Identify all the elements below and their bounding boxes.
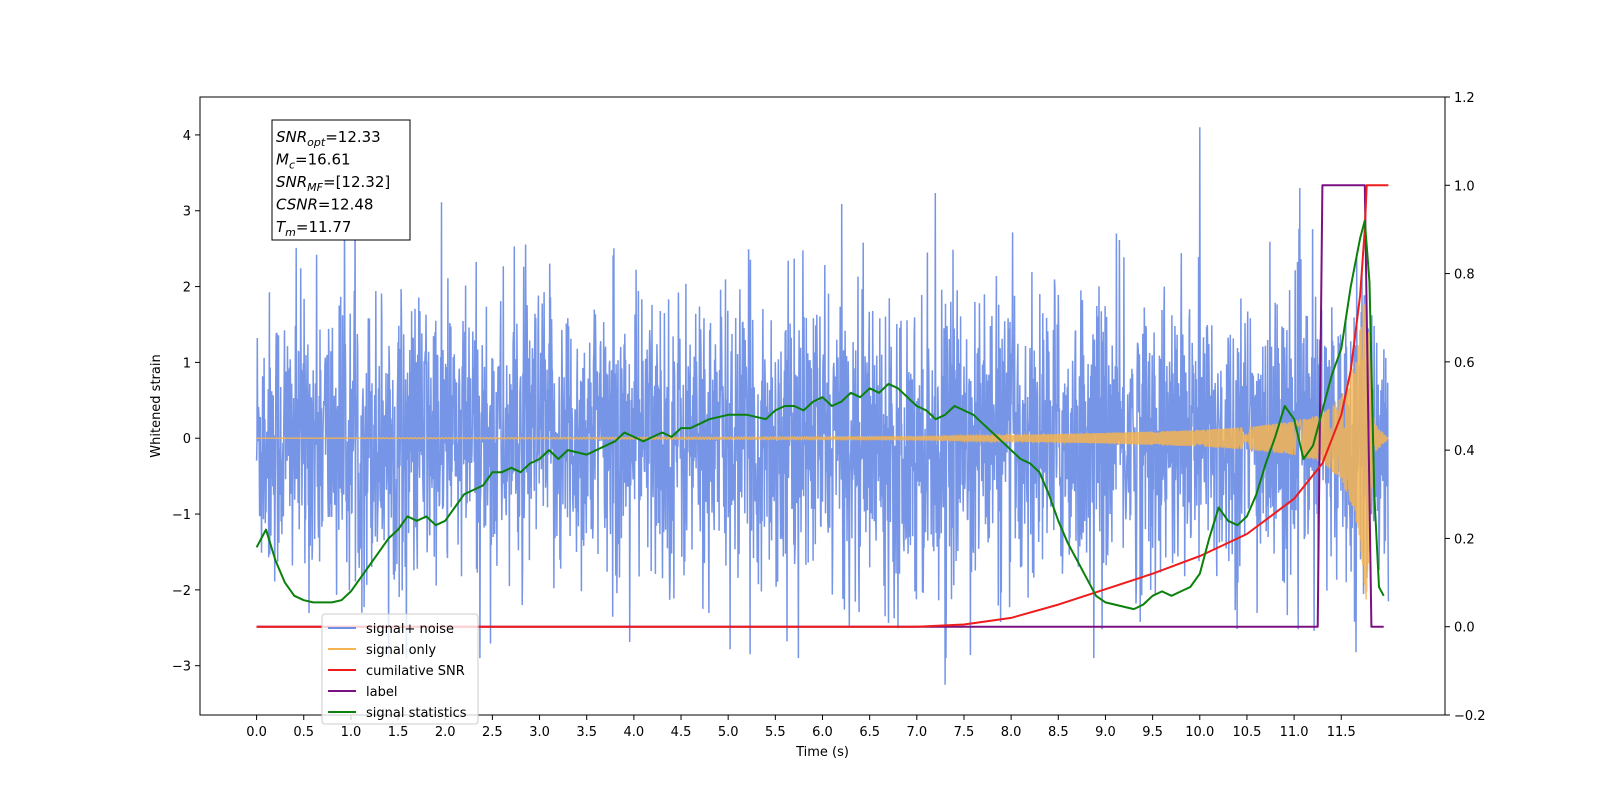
- x-tick-label: 3.5: [576, 725, 597, 740]
- x-tick-label: 11.5: [1327, 725, 1356, 740]
- y-axis-right: −0.2 0.0 0.2 0.4 0.6 0.8 1.0 1.2: [1445, 91, 1486, 724]
- x-tick-label: 8.5: [1048, 725, 1069, 740]
- legend-label: cumilative SNR: [366, 664, 465, 679]
- legend-frame: [321, 613, 479, 725]
- x-tick-label: 1.5: [388, 725, 409, 740]
- x-tick-label: 6.0: [812, 725, 833, 740]
- y-tick-label: 4: [183, 129, 191, 144]
- y2-tick-label: 0.0: [1454, 621, 1475, 636]
- x-tick-label: 7.0: [906, 725, 927, 740]
- x-tick-label: 3.0: [529, 725, 550, 740]
- y2-tick-label: 1.0: [1454, 179, 1475, 194]
- legend-label: signal only: [366, 643, 436, 658]
- y2-tick-label: 0.4: [1454, 444, 1475, 459]
- y-tick-label: −1: [172, 508, 191, 523]
- x-tick-label: 2.0: [435, 725, 456, 740]
- y-tick-label: 2: [183, 281, 191, 296]
- series-signal-statistics: [255, 219, 1385, 611]
- x-tick-label: 6.5: [859, 725, 880, 740]
- info-line: SNRMF=[12.32]: [276, 173, 390, 194]
- y-tick-label: 3: [183, 205, 191, 220]
- x-axis-label: Time (s): [795, 745, 849, 760]
- series-signal-only: [256, 294, 1389, 600]
- x-tick-label: 5.0: [718, 725, 739, 740]
- legend-label: signal+ noise: [366, 622, 454, 637]
- x-tick-label: 9.0: [1095, 725, 1116, 740]
- y-tick-label: −2: [172, 584, 191, 599]
- y-axis-label: Whitened strain: [149, 354, 164, 457]
- legend-label: label: [366, 685, 397, 700]
- x-tick-label: 7.5: [954, 725, 975, 740]
- y-axis-left: −3 −2 −1 0 1 2 3 4: [172, 129, 200, 675]
- info-box-frame: [271, 119, 411, 241]
- x-tick-label: 0.0: [246, 725, 267, 740]
- y2-tick-label: 0.8: [1454, 268, 1475, 283]
- x-tick-label: 10.0: [1185, 725, 1214, 740]
- info-line: CSNR=12.48: [276, 196, 373, 214]
- x-tick-label: 2.5: [482, 725, 503, 740]
- y2-tick-label: −0.2: [1454, 709, 1486, 724]
- series-cumulative-snr: [256, 184, 1389, 628]
- y-tick-label: −3: [172, 660, 191, 675]
- series-label: [256, 184, 1384, 628]
- plot-area: [255, 127, 1390, 685]
- info-line: SNRopt=12.33: [276, 128, 381, 149]
- series-signal-noise: [255, 127, 1390, 685]
- x-axis: 0.0 0.5 1.0 1.5 2.0 2.5 3.0 3.5 4.0 4.5 5.0 5.5 6.0 6…: [246, 715, 1356, 740]
- x-tick-label: 11.0: [1280, 725, 1309, 740]
- x-tick-label: 9.5: [1142, 725, 1163, 740]
- y2-tick-label: 0.6: [1454, 356, 1475, 371]
- x-tick-label: 10.5: [1232, 725, 1261, 740]
- x-tick-label: 0.5: [293, 725, 314, 740]
- info-line: Mc=16.61: [276, 151, 351, 172]
- info-line: Tm=11.77: [276, 218, 351, 239]
- x-tick-label: 4.0: [624, 725, 645, 740]
- y-tick-label: 0: [183, 432, 191, 447]
- legend-label: signal statistics: [366, 706, 467, 721]
- x-tick-label: 4.5: [671, 725, 692, 740]
- y-tick-label: 1: [183, 356, 191, 371]
- y2-tick-label: 1.2: [1454, 91, 1475, 106]
- x-tick-label: 8.0: [1001, 725, 1022, 740]
- legend: signal+ noise signal only cumilative SNR la…: [321, 613, 479, 725]
- y2-tick-label: 0.2: [1454, 532, 1475, 547]
- x-tick-label: 1.0: [341, 725, 362, 740]
- x-tick-label: 5.5: [765, 725, 786, 740]
